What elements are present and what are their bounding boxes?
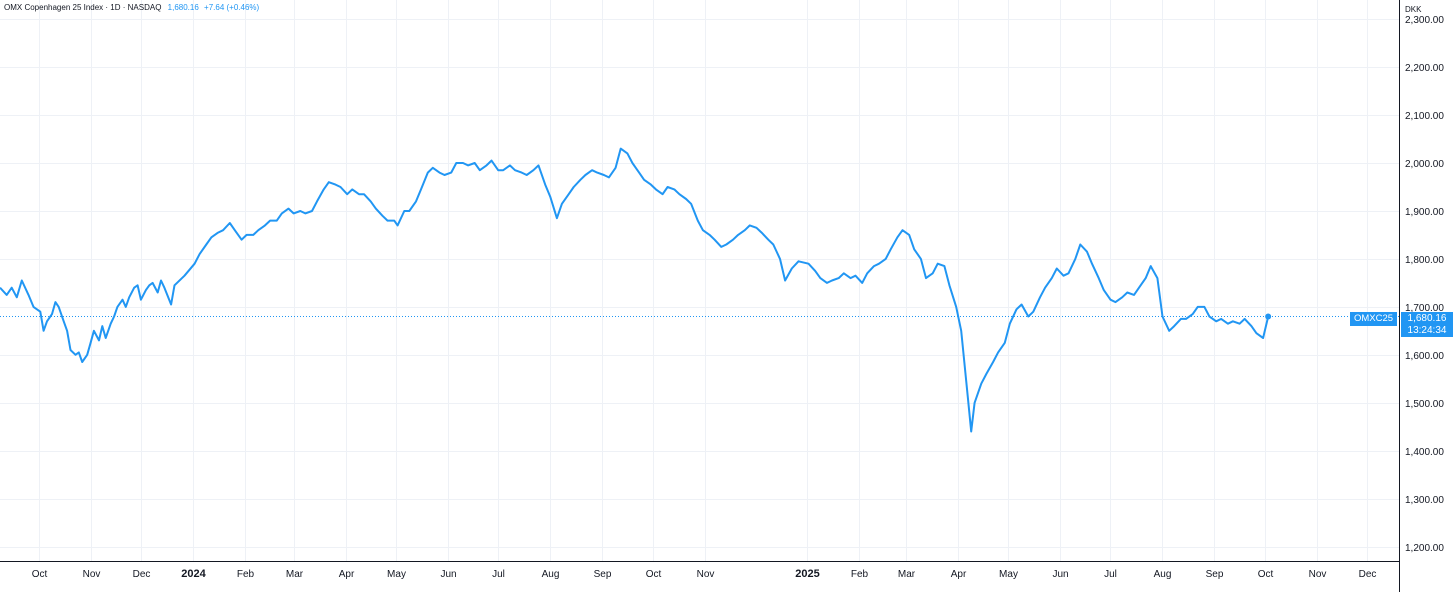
y-tick-label: 2,300.00: [1405, 15, 1444, 26]
y-tick-label: 1,800.00: [1405, 255, 1444, 266]
x-tick-label: Mar: [286, 569, 304, 580]
x-tick-label: Aug: [542, 569, 560, 580]
x-tick-label: Nov: [697, 569, 715, 580]
y-tick-label: 1,200.00: [1405, 543, 1444, 554]
y-tick-label: 1,400.00: [1405, 447, 1444, 458]
x-tick-label: Oct: [32, 569, 48, 580]
x-tick-label: Jul: [492, 569, 505, 580]
y-tick-label: 2,000.00: [1405, 159, 1444, 170]
x-tick-label: Feb: [237, 569, 255, 580]
last-value: 1,680.16: [167, 3, 199, 12]
x-tick-label: Oct: [1258, 569, 1274, 580]
y-tick-label: 2,100.00: [1405, 111, 1444, 122]
y-tick-label: 1,700.00: [1405, 303, 1444, 314]
last-point-dot: [1265, 313, 1272, 320]
x-tick-label: 2024: [181, 568, 206, 580]
y-tick-label: 1,300.00: [1405, 495, 1444, 506]
last-price-tag: 1,680.16 13:24:34: [1401, 312, 1453, 337]
last-price-label: 1,680.16: [1407, 313, 1447, 324]
x-tick-label: May: [999, 569, 1018, 580]
series-title: OMX Copenhagen 25 Index · 1D · NASDAQ: [4, 3, 162, 12]
x-tick-label: May: [387, 569, 406, 580]
currency-label: DKK: [1405, 5, 1422, 14]
x-tick-label: Apr: [339, 569, 355, 580]
x-tick-label: Feb: [851, 569, 869, 580]
series-line: [0, 147, 1270, 433]
x-tick-label: Oct: [646, 569, 662, 580]
symbol-tag: OMXC25: [1350, 312, 1397, 326]
price-axis[interactable]: 1,200.00 1,300.00 1,400.00 1,500.00 1,600.00…: [1405, 15, 1444, 554]
y-tick-label: 1,600.00: [1405, 351, 1444, 362]
countdown-label: 13:24:34: [1407, 325, 1447, 336]
change-value: +7.64 (+0.46%): [204, 3, 260, 12]
x-tick-label: 2025: [795, 568, 819, 580]
x-tick-label: Jun: [440, 569, 456, 580]
grid-lines: [0, 0, 1399, 561]
time-axis[interactable]: Oct Nov Dec 2024 Feb Mar Apr May Jun Jul Aug Sep Oct…: [32, 568, 1377, 580]
y-tick-label: 1,900.00: [1405, 207, 1444, 218]
x-tick-label: Dec: [1359, 569, 1377, 580]
y-tick-label: 2,200.00: [1405, 63, 1444, 74]
y-tick-label: 1,500.00: [1405, 399, 1444, 410]
legend-header: OMX Copenhagen 25 Index · 1D · NASDAQ 1,…: [4, 3, 259, 12]
x-tick-label: Sep: [1206, 569, 1224, 580]
x-tick-label: Mar: [898, 569, 916, 580]
x-tick-label: Nov: [83, 569, 101, 580]
x-tick-label: Jun: [1052, 569, 1068, 580]
x-tick-label: Jul: [1104, 569, 1117, 580]
x-tick-label: Sep: [594, 569, 612, 580]
x-tick-label: Aug: [1154, 569, 1172, 580]
x-tick-label: Dec: [133, 569, 151, 580]
x-tick-label: Apr: [951, 569, 967, 580]
x-tick-label: Nov: [1309, 569, 1327, 580]
